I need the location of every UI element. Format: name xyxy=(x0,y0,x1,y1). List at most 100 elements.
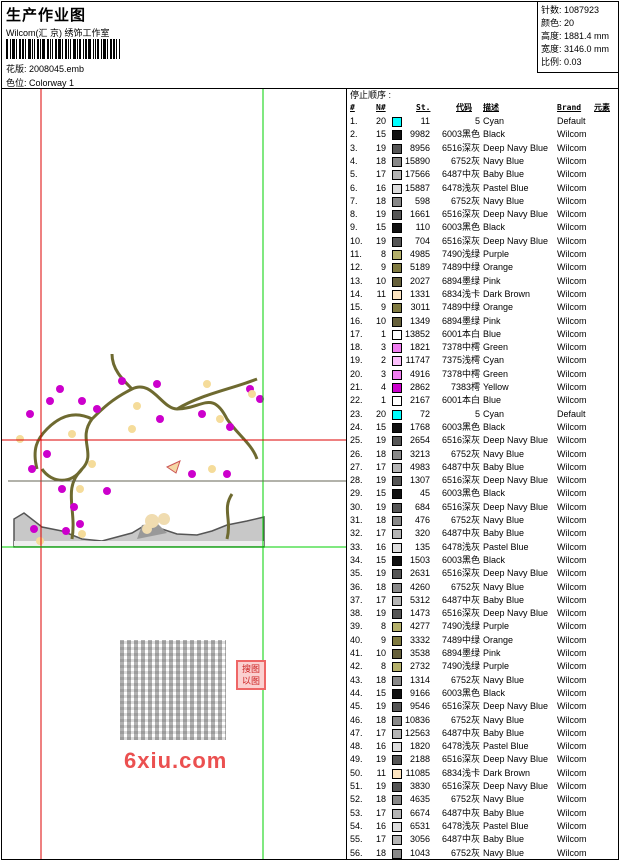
table-row: 42. 8 2732 7490浅绿 Purple Wilcom xyxy=(348,660,618,673)
row-number: 43. xyxy=(350,674,363,685)
thread-brand: Wilcom xyxy=(557,461,587,472)
thread-code: 6003黑色 xyxy=(441,222,480,233)
needle-number: 19 xyxy=(375,435,386,446)
thread-brand: Wilcom xyxy=(557,328,587,339)
needle-number: 17 xyxy=(375,834,386,845)
table-row: 46. 18 10836 6752灰 Navy Blue Wilcom xyxy=(348,714,618,727)
thread-description: Deep Navy Blue xyxy=(483,435,549,446)
needle-number: 2 xyxy=(380,355,386,366)
thread-description: Navy Blue xyxy=(483,847,525,858)
thread-description: Black xyxy=(483,554,506,565)
flower xyxy=(16,435,24,443)
thread-brand: Wilcom xyxy=(557,594,587,605)
flower xyxy=(78,397,86,405)
row-number: 36. xyxy=(350,581,363,592)
needle-number: 8 xyxy=(380,621,386,632)
thread-description: Baby Blue xyxy=(483,169,525,180)
needle-number: 19 xyxy=(375,142,386,153)
thread-code: 6487中灰 xyxy=(441,461,480,472)
design-info: 针数: 1087923 颜色: 20 高度: 1881.4 mm 宽度: 314… xyxy=(537,1,619,73)
flower xyxy=(153,380,161,388)
table-row: 6. 16 15887 6478浅灰 Pastel Blue Wilcom xyxy=(348,182,618,195)
thread-brand: Wilcom xyxy=(557,448,587,459)
thread-code: 6516深灰 xyxy=(441,209,480,220)
thread-code: 6003黑色 xyxy=(441,421,480,432)
table-row: 40. 9 3332 7489中绿 Orange Wilcom xyxy=(348,634,618,647)
table-row: 39. 8 4277 7490浅绿 Purple Wilcom xyxy=(348,620,618,633)
row-number: 49. xyxy=(350,754,363,765)
needle-number: 18 xyxy=(375,195,386,206)
thread-brand: Wilcom xyxy=(557,169,587,180)
thread-code: 6487中灰 xyxy=(441,594,480,605)
stitch-count: 9166 xyxy=(409,687,430,698)
needle-number: 19 xyxy=(375,475,386,486)
thread-description: Yellow xyxy=(483,382,509,392)
thread-description: Dark Brown xyxy=(483,767,531,778)
table-row: 44. 15 9166 6003黑色 Black Wilcom xyxy=(348,687,618,700)
flower xyxy=(223,470,231,478)
table-row: 25. 19 2654 6516深灰 Deep Navy Blue Wilcom xyxy=(348,434,618,447)
needle-number: 17 xyxy=(375,528,386,539)
stitch-count: 1043 xyxy=(409,847,430,858)
thread-brand: Wilcom xyxy=(557,342,587,353)
stitch-count: 45 xyxy=(419,488,430,499)
needle-number: 15 xyxy=(375,222,386,233)
thread-brand: Wilcom xyxy=(557,475,587,486)
row-number: 31. xyxy=(350,515,363,525)
thread-code: 6516深灰 xyxy=(441,142,480,153)
color-swatch xyxy=(392,276,402,287)
thread-code: 7489中绿 xyxy=(441,302,480,313)
table-row: 21. 4 2862 7383樗 Yellow Wilcom xyxy=(348,381,618,394)
flower xyxy=(203,380,211,388)
thread-code: 7490浅绿 xyxy=(441,621,480,632)
thread-brand: Wilcom xyxy=(557,754,587,765)
thread-code: 6516深灰 xyxy=(441,701,480,712)
color-swatch xyxy=(392,582,402,593)
color-swatch xyxy=(392,502,402,513)
thread-description: Deep Navy Blue xyxy=(483,235,549,246)
thread-brand: Wilcom xyxy=(557,262,587,273)
color-swatch xyxy=(392,768,402,779)
stitch-count: 1821 xyxy=(409,342,430,353)
grass xyxy=(142,513,170,534)
thread-code: 6003黑色 xyxy=(441,687,480,698)
thread-code: 6516深灰 xyxy=(441,781,480,791)
needle-number: 19 xyxy=(375,568,386,579)
needle-number: 17 xyxy=(375,727,386,738)
color-swatch xyxy=(392,462,402,473)
thread-code: 6487中灰 xyxy=(441,834,480,845)
thread-code: 6834浅卡 xyxy=(441,767,480,778)
thread-code: 6752灰 xyxy=(450,581,480,592)
stitch-count: 5189 xyxy=(409,262,430,273)
color-swatch xyxy=(392,117,402,127)
table-row: 37. 17 5312 6487中灰 Baby Blue Wilcom xyxy=(348,594,618,607)
thread-code: 6752灰 xyxy=(450,714,480,725)
color-swatch xyxy=(392,329,402,340)
color-swatch xyxy=(392,622,402,633)
stitch-count: 6531 xyxy=(409,820,430,831)
color-swatch xyxy=(392,476,402,487)
table-row: 36. 18 4260 6752灰 Navy Blue Wilcom xyxy=(348,581,618,594)
flower xyxy=(128,425,136,433)
thread-code: 6516深灰 xyxy=(441,568,480,579)
flower xyxy=(133,402,141,410)
thread-description: Deep Navy Blue xyxy=(483,209,549,220)
row-number: 14. xyxy=(350,288,363,299)
flower xyxy=(46,397,54,405)
thread-brand: Wilcom xyxy=(557,687,587,698)
table-row: 2. 15 9982 6003黑色 Black Wilcom xyxy=(348,128,618,141)
design-width: 宽度: 3146.0 mm xyxy=(541,44,610,54)
thread-brand: Wilcom xyxy=(557,142,587,153)
needle-number: 10 xyxy=(375,315,386,326)
color-swatch xyxy=(392,702,402,713)
row-number: 4. xyxy=(350,155,358,166)
flower xyxy=(76,485,84,493)
needle-number: 17 xyxy=(375,594,386,605)
thread-description: Orange xyxy=(483,634,514,645)
flower xyxy=(88,460,96,468)
row-number: 2. xyxy=(350,129,358,140)
thread-code: 7383樗 xyxy=(450,382,480,392)
row-number: 13. xyxy=(350,275,363,286)
table-row: 38. 19 1473 6516深灰 Deep Navy Blue Wilcom xyxy=(348,607,618,620)
thread-code: 6003黑色 xyxy=(441,129,480,140)
